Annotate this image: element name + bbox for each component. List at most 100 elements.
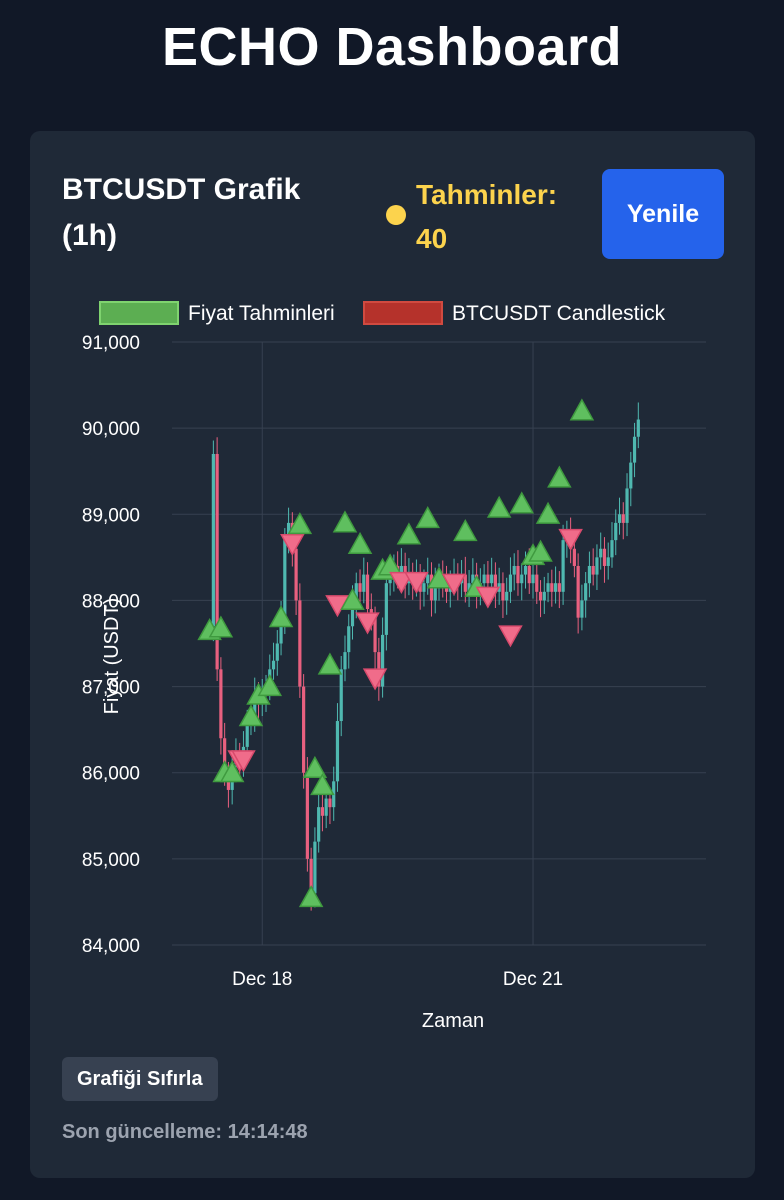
candle-body bbox=[576, 565, 580, 618]
candle-body bbox=[535, 574, 539, 592]
candle-body bbox=[347, 626, 351, 653]
last-update-text: Son güncelleme: 14:14:48 bbox=[62, 1121, 308, 1143]
candle-body bbox=[493, 574, 498, 592]
candle-body bbox=[335, 721, 340, 782]
candle-body bbox=[505, 591, 509, 601]
legend-swatch-2 bbox=[363, 301, 443, 325]
candle-body bbox=[271, 660, 276, 670]
y-axis-title: Fiyat (USDT) bbox=[101, 598, 123, 715]
candle-body bbox=[313, 841, 317, 894]
prediction-down-marker bbox=[441, 573, 467, 596]
candle-body bbox=[512, 565, 516, 575]
candle-body bbox=[538, 591, 543, 601]
prediction-up-marker bbox=[535, 501, 561, 524]
predictions-indicator: Tahminler: 40 bbox=[386, 173, 586, 263]
prediction-up-marker bbox=[302, 755, 328, 778]
prediction-up-marker bbox=[238, 704, 264, 727]
candle-body bbox=[527, 565, 531, 584]
prediction-up-marker bbox=[257, 674, 283, 697]
price-chart[interactable]: Fiyat Tahminleri BTCUSDT Candlestick 84,0… bbox=[60, 286, 725, 1041]
candle-body bbox=[542, 591, 546, 601]
prediction-up-marker bbox=[287, 512, 313, 535]
candle-body bbox=[486, 574, 490, 584]
legend-label-1: Fiyat Tahminleri bbox=[188, 302, 335, 325]
candle-body bbox=[362, 574, 366, 592]
prediction-up-marker bbox=[219, 760, 245, 783]
candle-body bbox=[328, 798, 332, 808]
prediction-down-marker bbox=[389, 571, 414, 595]
prediction-up-marker bbox=[509, 491, 535, 514]
prediction-up-marker bbox=[377, 553, 403, 576]
prediction-up-marker bbox=[528, 539, 553, 562]
candle-body bbox=[508, 574, 513, 592]
prediction-series bbox=[197, 398, 595, 908]
candle-body bbox=[275, 643, 279, 661]
candle-body bbox=[557, 583, 561, 592]
x-axis: Dec 18 Dec 21 bbox=[232, 969, 563, 990]
candle-body bbox=[350, 600, 355, 627]
candle-body bbox=[305, 772, 309, 859]
candle-body bbox=[606, 557, 610, 566]
candle-body bbox=[523, 565, 528, 575]
candle-body bbox=[253, 695, 257, 722]
prediction-up-marker bbox=[569, 398, 595, 421]
refresh-button[interactable]: Yenile bbox=[602, 169, 724, 259]
candle-body bbox=[617, 514, 622, 523]
y-tick-label: 89,000 bbox=[82, 505, 140, 526]
prediction-up-marker bbox=[547, 465, 572, 488]
candle-body bbox=[320, 807, 325, 816]
candle-body bbox=[584, 583, 588, 601]
legend-label-2: BTCUSDT Candlestick bbox=[452, 302, 666, 325]
candle-body bbox=[595, 557, 599, 575]
chart-title: BTCUSDT Grafik (1h) bbox=[62, 173, 301, 252]
candle-body bbox=[294, 548, 298, 601]
x-axis-title: Zaman bbox=[422, 1010, 484, 1032]
candle-body bbox=[298, 600, 302, 687]
candle-body bbox=[471, 574, 475, 584]
status-dot-icon bbox=[386, 205, 406, 225]
candle-body bbox=[621, 514, 625, 523]
prediction-up-marker bbox=[310, 773, 335, 796]
candle-body bbox=[516, 565, 520, 584]
prediction-down-marker bbox=[231, 750, 256, 773]
candle-body bbox=[625, 488, 629, 523]
chart-legend[interactable]: Fiyat Tahminleri BTCUSDT Candlestick bbox=[99, 301, 666, 325]
candle-body bbox=[463, 574, 467, 592]
y-tick-label: 85,000 bbox=[82, 850, 140, 871]
candle-body bbox=[211, 453, 215, 627]
candle-body bbox=[339, 669, 343, 722]
candle-body bbox=[384, 583, 388, 635]
y-tick-label: 86,000 bbox=[82, 764, 140, 785]
reset-chart-button[interactable]: Grafiği Sıfırla bbox=[62, 1057, 218, 1101]
candle-body bbox=[354, 583, 358, 601]
candle-body bbox=[610, 540, 614, 558]
y-tick-label: 91,000 bbox=[82, 333, 140, 354]
prediction-up-marker bbox=[486, 495, 512, 518]
prediction-up-marker bbox=[298, 885, 324, 908]
prediction-up-marker bbox=[396, 522, 422, 545]
chart-card: BTCUSDT Grafik (1h) Tahminler: 40 Yenile… bbox=[30, 131, 755, 1178]
candle-body bbox=[245, 721, 249, 747]
candle-body bbox=[591, 565, 595, 575]
candle-body bbox=[283, 540, 287, 618]
candlestick-series bbox=[211, 402, 640, 911]
candle-body bbox=[302, 686, 306, 773]
prediction-down-marker bbox=[475, 586, 501, 609]
prediction-down-marker bbox=[362, 668, 388, 691]
y-tick-label: 90,000 bbox=[82, 419, 140, 440]
y-tick-label: 88,000 bbox=[82, 591, 140, 612]
prediction-up-marker bbox=[268, 605, 294, 628]
candle-body bbox=[467, 583, 471, 592]
candle-body bbox=[433, 583, 437, 601]
prediction-up-marker bbox=[208, 615, 234, 638]
candle-body bbox=[324, 798, 328, 816]
candle-body bbox=[636, 419, 640, 437]
prediction-down-marker bbox=[355, 612, 380, 635]
prediction-down-marker bbox=[404, 571, 429, 595]
candle-body bbox=[501, 583, 505, 601]
candle-body bbox=[380, 634, 385, 687]
candle-body bbox=[286, 522, 291, 541]
legend-swatch-1 bbox=[99, 301, 179, 325]
prediction-up-marker bbox=[347, 531, 373, 554]
prediction-down-marker bbox=[280, 534, 305, 557]
